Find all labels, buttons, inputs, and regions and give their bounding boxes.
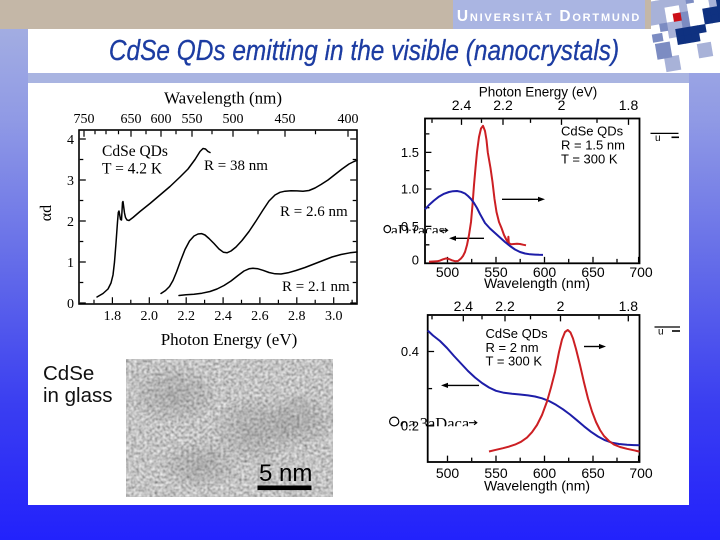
svg-text:1.0: 1.0 (401, 182, 419, 197)
svg-text:Photon Energy (eV): Photon Energy (eV) (161, 330, 298, 349)
svg-text:2.6: 2.6 (251, 309, 269, 324)
svg-text:0.2: 0.2 (401, 418, 419, 433)
svg-text:Wavelength (nm): Wavelength (nm) (164, 89, 282, 108)
svg-text:2.8: 2.8 (288, 309, 306, 324)
svg-text:2.2: 2.2 (495, 298, 515, 314)
svg-text:0: 0 (412, 253, 419, 268)
svg-text:Wavelength (nm): Wavelength (nm) (484, 275, 590, 291)
svg-text:T = 300 K: T = 300 K (486, 354, 543, 369)
svg-text:1.8: 1.8 (619, 298, 639, 314)
svg-text:600: 600 (533, 264, 557, 280)
svg-text:u: u (658, 327, 664, 338)
svg-text:650: 650 (581, 465, 605, 481)
svg-text:oa.3aDacas: oa.3aDacas (400, 414, 476, 433)
svg-text:600: 600 (533, 465, 557, 481)
svg-text:550: 550 (484, 465, 508, 481)
svg-text:450: 450 (275, 112, 296, 127)
svg-text:550: 550 (484, 264, 508, 280)
svg-text:CdSe QDs: CdSe QDs (102, 143, 168, 160)
svg-text:3: 3 (67, 174, 74, 189)
svg-text:u: u (655, 133, 661, 144)
svg-text:R = 2 nm: R = 2 nm (486, 340, 539, 355)
svg-text:2.4: 2.4 (454, 298, 474, 314)
svg-text:aD.(acas: aD.(acas (391, 223, 445, 240)
svg-text:T = 4.2 K: T = 4.2 K (102, 161, 163, 178)
svg-text:CdSe QDs: CdSe QDs (561, 124, 624, 139)
svg-text:2.2: 2.2 (493, 97, 513, 113)
svg-text:2.4: 2.4 (452, 97, 472, 113)
svg-text:650: 650 (581, 264, 605, 280)
svg-text:550: 550 (182, 112, 203, 127)
svg-text:600: 600 (151, 112, 172, 127)
svg-text:R = 38 nm: R = 38 nm (204, 158, 268, 174)
svg-text:500: 500 (223, 112, 244, 127)
svg-text:0.4: 0.4 (401, 344, 419, 359)
svg-text:R = 2.1 nm: R = 2.1 nm (282, 279, 350, 295)
svg-text:3.0: 3.0 (325, 309, 343, 324)
svg-text:Wavelength (nm): Wavelength (nm) (484, 478, 590, 494)
svg-text:400: 400 (338, 112, 359, 127)
svg-text:500: 500 (436, 465, 460, 481)
svg-text:4: 4 (67, 133, 74, 148)
svg-text:R = 1.5 nm: R = 1.5 nm (561, 138, 625, 153)
svg-text:2.4: 2.4 (214, 309, 232, 324)
svg-text:R = 2.6 nm: R = 2.6 nm (280, 204, 348, 220)
svg-text:Photon Energy (eV): Photon Energy (eV) (479, 85, 598, 100)
svg-text:750: 750 (74, 112, 95, 127)
svg-text:700: 700 (629, 465, 653, 481)
svg-text:650: 650 (121, 112, 142, 127)
svg-text:T = 300 K: T = 300 K (561, 152, 618, 167)
svg-text:2.2: 2.2 (177, 309, 195, 324)
svg-text:0.5: 0.5 (401, 219, 419, 234)
svg-text:1.8: 1.8 (104, 309, 122, 324)
svg-text:αd: αd (38, 205, 55, 221)
svg-text:1.8: 1.8 (619, 97, 639, 113)
svg-text:CdSe QDs: CdSe QDs (486, 326, 549, 341)
svg-text:2: 2 (557, 298, 565, 314)
svg-text:700: 700 (629, 264, 653, 280)
svg-text:0: 0 (67, 297, 74, 312)
svg-text:2.0: 2.0 (141, 309, 159, 324)
svg-text:500: 500 (436, 264, 460, 280)
svg-text:2: 2 (67, 215, 74, 230)
svg-text:2: 2 (558, 97, 566, 113)
svg-text:1.5: 1.5 (401, 145, 419, 160)
svg-text:1: 1 (67, 256, 74, 271)
svg-text:5 nm: 5 nm (259, 460, 312, 487)
